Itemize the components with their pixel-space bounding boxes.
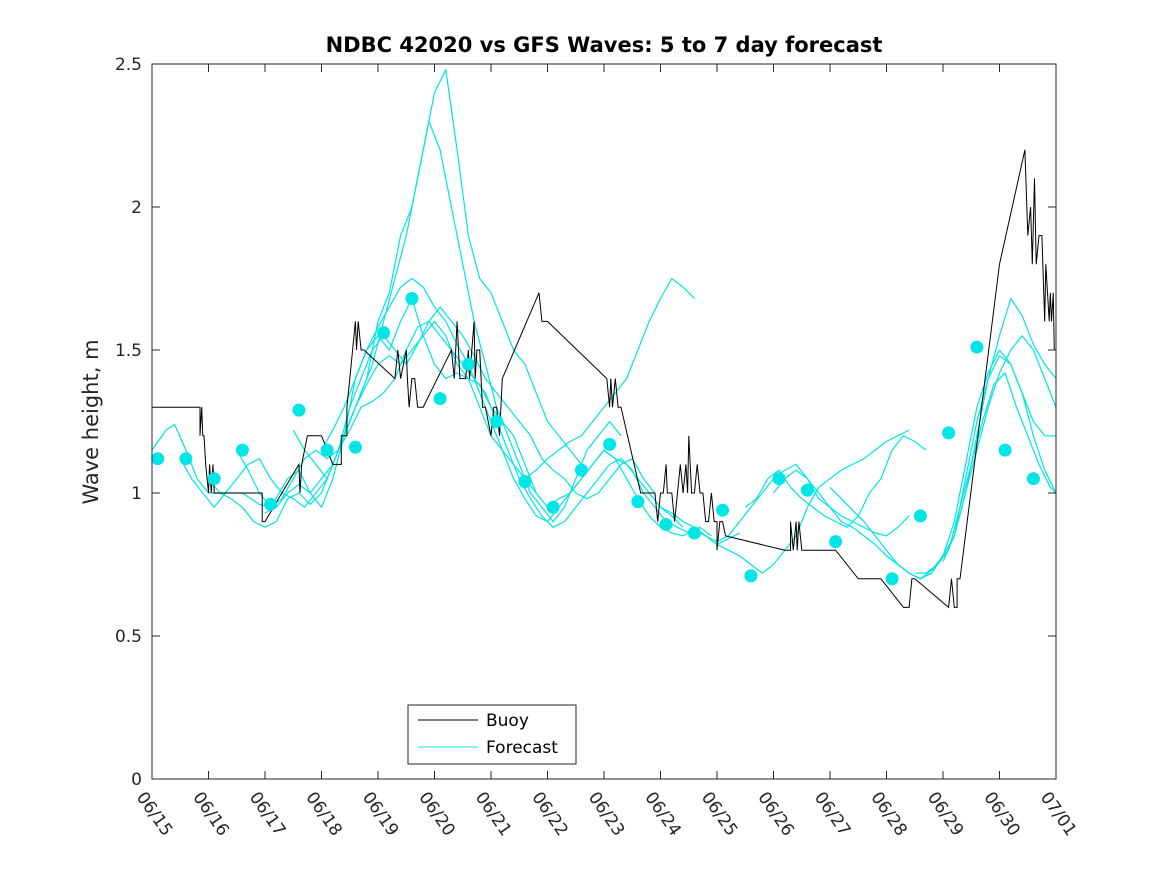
forecast-marker-1 xyxy=(151,452,165,466)
forecast-line-7 xyxy=(320,277,740,546)
forecast-marker-20 xyxy=(687,526,701,540)
forecast-line-2 xyxy=(179,120,622,523)
forecast-marker-12 xyxy=(461,357,475,371)
forecast-line-6 xyxy=(292,320,712,537)
forecast-marker-10 xyxy=(405,292,419,305)
y-axis-label: Wave height, m xyxy=(79,339,103,504)
forecast-marker-15 xyxy=(546,500,560,514)
forecast-marker-21 xyxy=(716,503,730,517)
forecast-marker-17 xyxy=(603,437,617,451)
y-tick-label: 2.5 xyxy=(115,55,142,75)
forecast-marker-9 xyxy=(377,326,391,340)
forecast-marker-19 xyxy=(659,518,673,531)
y-tick-label: 1.5 xyxy=(115,341,142,361)
forecast-line-14 xyxy=(886,349,1056,580)
forecast-marker-31 xyxy=(1026,472,1040,486)
legend: Buoy Forecast xyxy=(407,704,577,765)
y-tick-label: 1 xyxy=(131,484,142,504)
forecast-marker-28 xyxy=(942,426,956,440)
forecast-line-9 xyxy=(660,463,910,543)
forecast-marker-23 xyxy=(772,472,786,486)
forecast-marker-7 xyxy=(320,443,334,457)
forecast-marker-27 xyxy=(913,509,927,523)
forecast-line-11 xyxy=(744,435,927,528)
y-tick-label: 2 xyxy=(131,198,142,218)
forecast-marker-14 xyxy=(518,475,532,489)
legend-forecast-label: Forecast xyxy=(486,738,558,758)
data-layer xyxy=(151,69,1057,609)
forecast-line-10 xyxy=(716,429,910,574)
forecast-marker-25 xyxy=(829,535,843,549)
forecast-marker-3 xyxy=(207,472,221,486)
forecast-marker-18 xyxy=(631,495,645,509)
forecast-marker-16 xyxy=(574,463,588,477)
forecast-line-4 xyxy=(236,306,656,508)
forecast-line-15 xyxy=(914,372,1057,574)
legend-box xyxy=(407,704,577,765)
legend-buoy-label: Buoy xyxy=(486,711,529,731)
y-tick-label: 0 xyxy=(131,770,142,790)
forecast-marker-5 xyxy=(264,497,278,511)
y-tick-label: 0.5 xyxy=(115,627,142,647)
forecast-marker-29 xyxy=(970,340,984,354)
forecast-marker-6 xyxy=(292,403,306,417)
chart-title: NDBC 42020 vs GFS Waves: 5 to 7 day fore… xyxy=(326,33,883,57)
buoy-line xyxy=(152,149,1055,609)
forecast-marker-8 xyxy=(348,440,362,454)
forecast-marker-2 xyxy=(179,452,193,466)
forecast-marker-11 xyxy=(433,392,447,406)
forecast-marker-24 xyxy=(800,483,814,497)
forecast-marker-30 xyxy=(998,443,1012,457)
forecast-line-16 xyxy=(942,355,1057,562)
forecast-marker-4 xyxy=(235,443,249,457)
forecast-marker-22 xyxy=(744,569,758,583)
forecast-marker-13 xyxy=(490,415,504,428)
forecast-marker-26 xyxy=(885,572,899,586)
forecast-line-3 xyxy=(208,69,582,528)
